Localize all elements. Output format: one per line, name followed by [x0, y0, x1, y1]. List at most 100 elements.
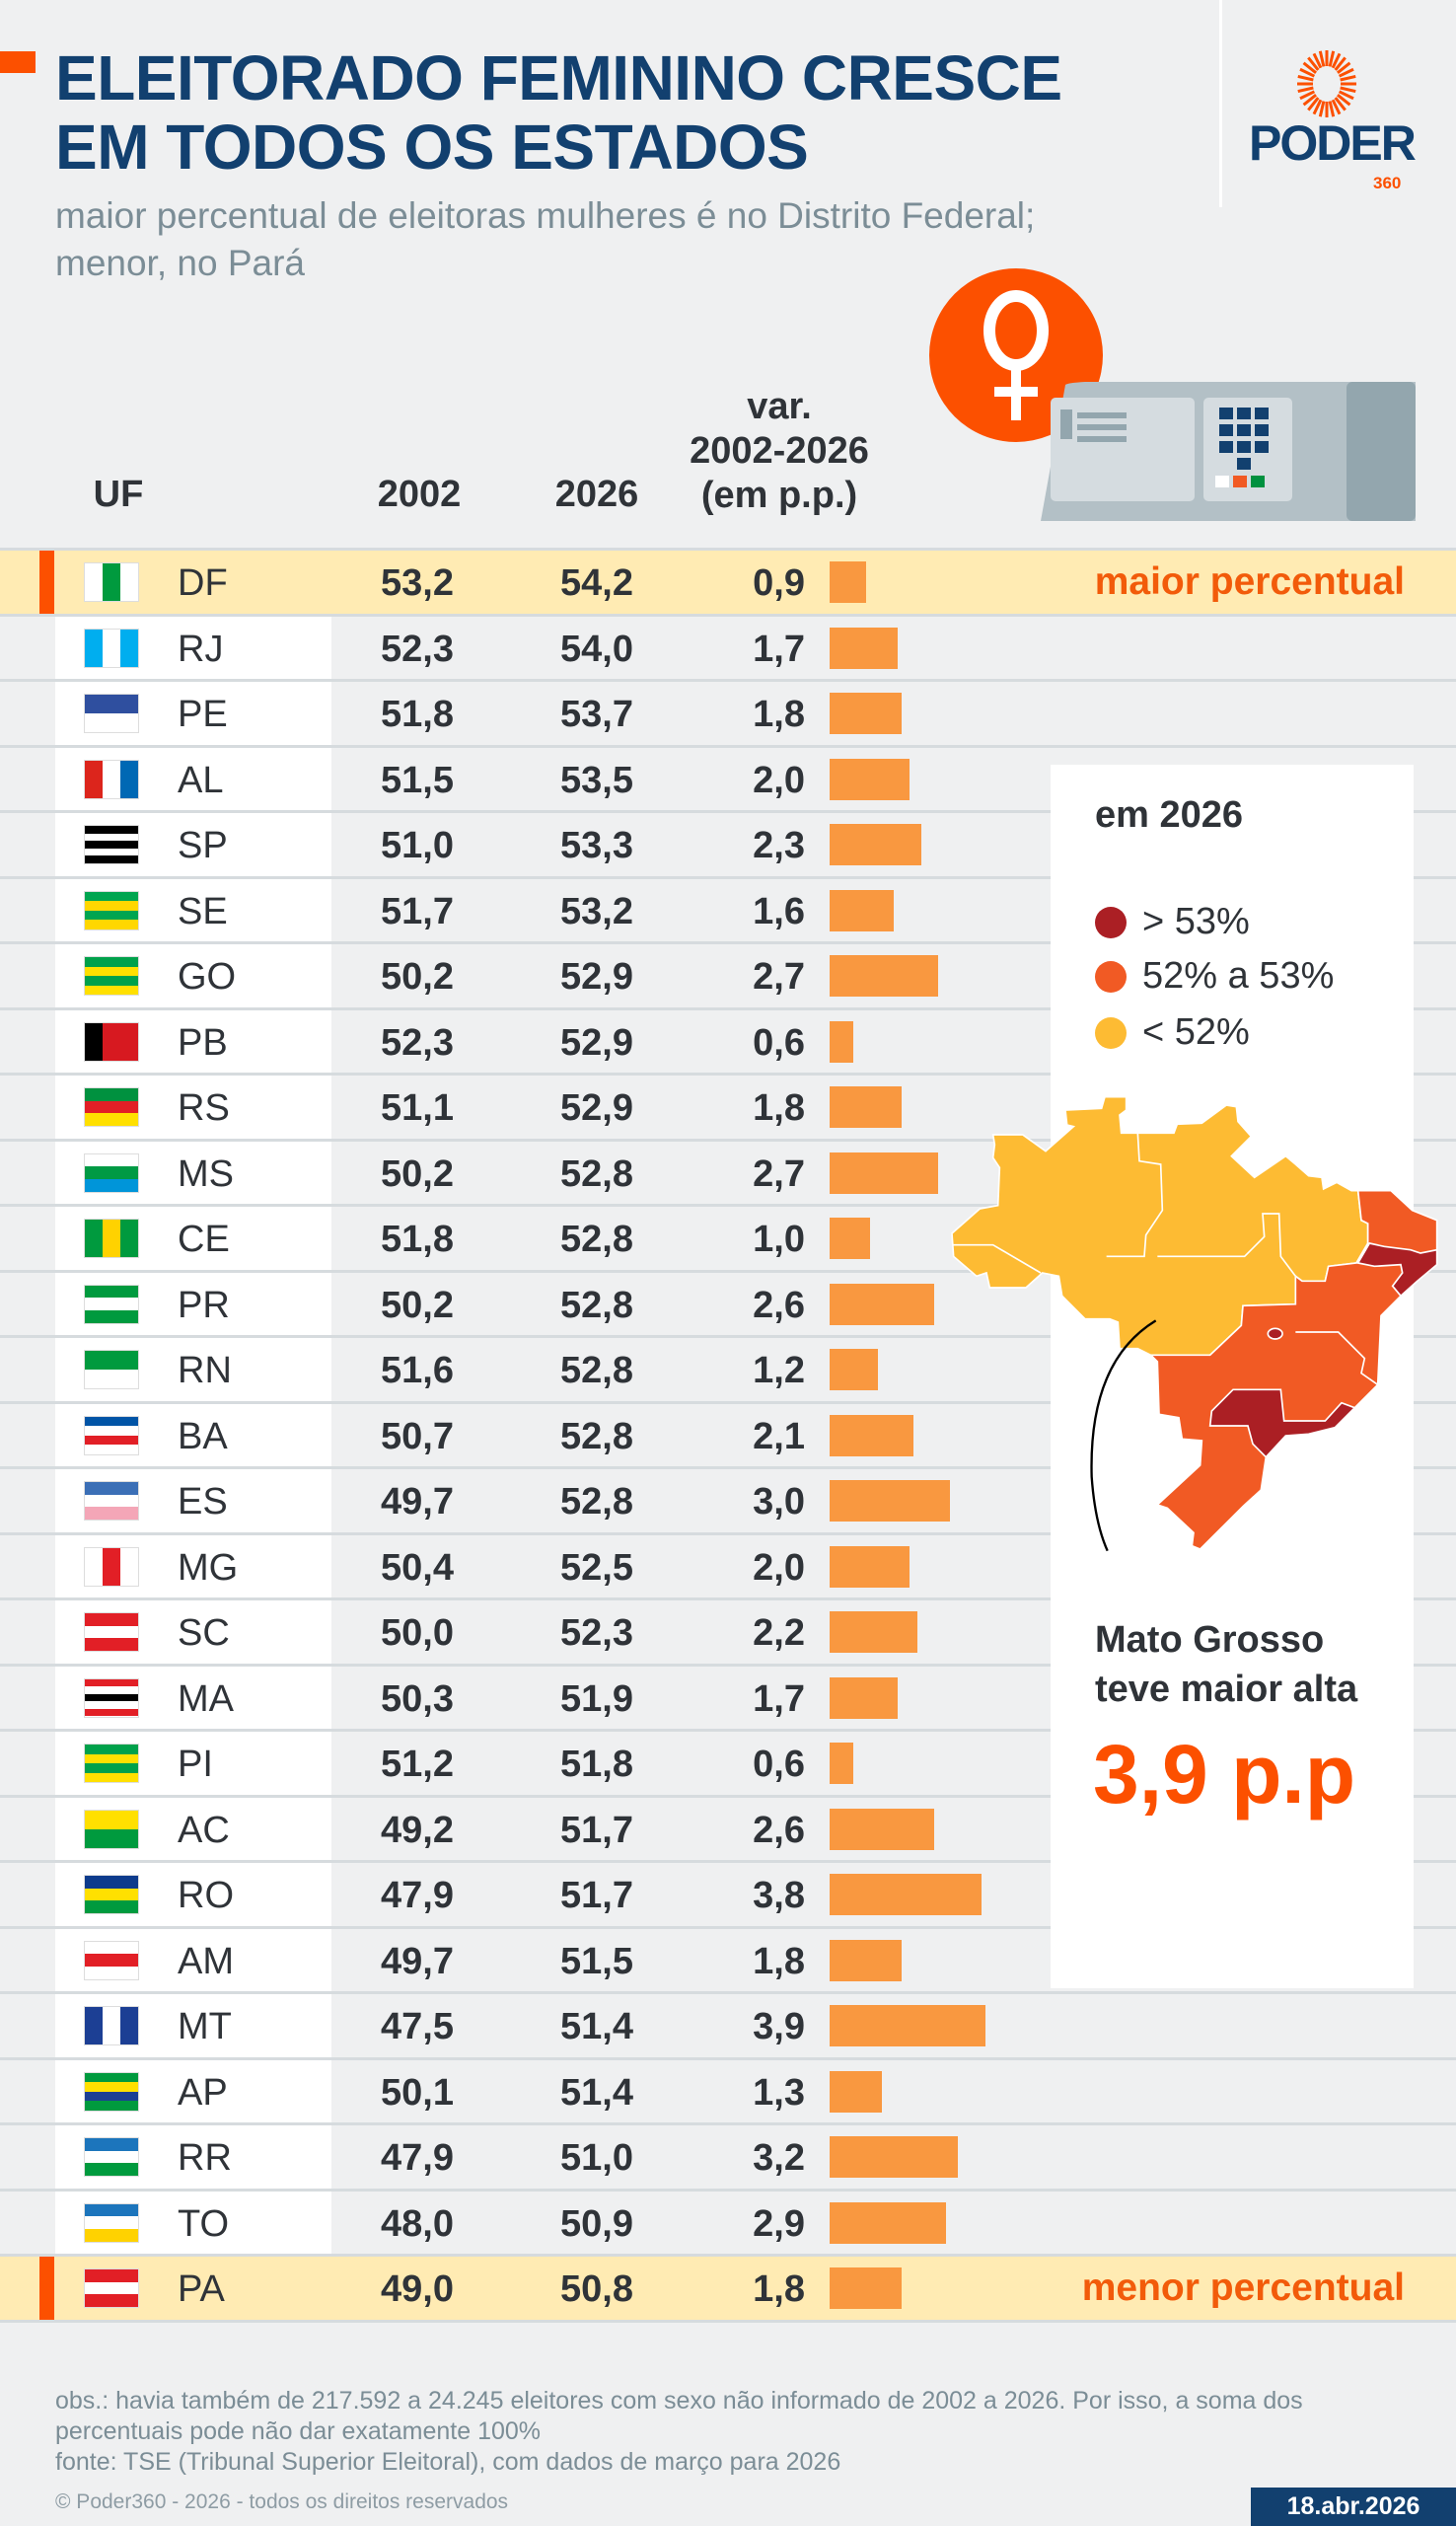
sun-ray — [1331, 99, 1342, 115]
table-row: SE 51,7 53,2 1,6 — [0, 878, 1456, 944]
value-var: 2,0 — [753, 1546, 805, 1589]
sun-ray — [1318, 50, 1326, 67]
value-2002: 52,3 — [381, 1021, 454, 1064]
value-2026: 52,8 — [560, 1284, 633, 1326]
state-flag-icon — [84, 1087, 139, 1127]
data-table: DF 53,2 54,2 0,9 maior percentual RJ 52,3 54,0 1… — [0, 548, 1456, 2323]
value-var: 3,2 — [753, 2137, 805, 2179]
state-code: MT — [178, 2006, 232, 2047]
map-region-above-53 — [1356, 1242, 1438, 1298]
table-row: MG 50,4 52,5 2,0 — [0, 1534, 1456, 1600]
value-var: 2,7 — [753, 956, 805, 998]
value-2026: 51,7 — [560, 1809, 633, 1851]
value-2026: 51,5 — [560, 1940, 633, 1982]
state-flag-icon — [84, 2006, 139, 2045]
sun-ray — [1328, 50, 1336, 67]
highlight-label: maior percentual — [1094, 560, 1405, 603]
sun-ray — [1318, 101, 1326, 117]
value-2026: 52,8 — [560, 1219, 633, 1260]
value-2026: 51,7 — [560, 1875, 633, 1916]
callout-value: 3,9 p.p — [1093, 1728, 1356, 1820]
state-code: BA — [178, 1415, 228, 1457]
var-bar — [830, 1676, 899, 1719]
value-var: 2,9 — [753, 2202, 805, 2245]
table-row: RR 47,9 51,0 3,2 — [0, 2125, 1456, 2192]
value-2026: 51,0 — [560, 2137, 633, 2179]
table-row: PA 49,0 50,8 1,8 menor percentual — [0, 2257, 1456, 2323]
state-code: PB — [178, 1021, 228, 1064]
table-row: AC 49,2 51,7 2,6 — [0, 1797, 1456, 1863]
table-row: MS 50,2 52,8 2,7 — [0, 1141, 1456, 1207]
highlight-mark — [39, 551, 54, 614]
sun-ray — [1337, 61, 1351, 74]
highlight-label: menor percentual — [1081, 2266, 1405, 2309]
value-2002: 49,0 — [381, 2268, 454, 2310]
value-2026: 52,9 — [560, 956, 633, 998]
value-2002: 50,2 — [381, 1152, 454, 1195]
value-2026: 51,4 — [560, 2071, 633, 2114]
state-code: PR — [178, 1284, 230, 1326]
var-bar — [830, 2005, 986, 2046]
sun-ray — [1297, 86, 1314, 94]
value-var: 1,8 — [753, 2268, 805, 2310]
table-row: TO 48,0 50,9 2,9 — [0, 2191, 1456, 2257]
var-bar — [830, 1743, 854, 1784]
value-2026: 51,8 — [560, 1744, 633, 1785]
state-code: PI — [178, 1744, 213, 1785]
value-2026: 52,8 — [560, 1152, 633, 1195]
state-flag-icon — [84, 1219, 139, 1258]
value-2026: 52,3 — [560, 1612, 633, 1654]
table-row: AL 51,5 53,5 2,0 — [0, 747, 1456, 813]
callout-pointer-line — [1090, 1319, 1157, 1552]
state-code: CE — [178, 1219, 230, 1260]
page-title: ELEITORADO FEMININO CRESCE EM TODOS OS ES… — [55, 43, 1062, 182]
legend-item: < 52% — [1095, 1011, 1250, 1054]
value-2002: 51,0 — [381, 825, 454, 866]
state-code: RJ — [178, 628, 224, 670]
var-bar — [830, 1349, 878, 1390]
state-code: RS — [178, 1087, 230, 1129]
value-2026: 54,2 — [560, 562, 633, 604]
value-var: 0,6 — [753, 1744, 805, 1785]
state-flag-icon — [84, 1481, 139, 1521]
var-bar — [830, 1414, 914, 1456]
table-row: RN 51,6 52,8 1,2 — [0, 1338, 1456, 1404]
var-bar — [830, 2136, 958, 2178]
value-2002: 50,1 — [381, 2071, 454, 2114]
state-flag-icon — [84, 1677, 139, 1718]
value-var: 1,7 — [753, 628, 805, 670]
state-code: SP — [178, 825, 228, 866]
var-header-line: 2002-2026 — [690, 430, 869, 472]
legend-item: 52% a 53% — [1095, 955, 1334, 998]
value-var: 2,7 — [753, 1152, 805, 1195]
value-2002: 51,8 — [381, 694, 454, 735]
table-row: SC 50,0 52,3 2,2 — [0, 1600, 1456, 1667]
sun-ray — [1307, 97, 1320, 111]
state-code: SC — [178, 1612, 230, 1654]
value-2026: 52,9 — [560, 1021, 633, 1064]
var-bar — [830, 693, 903, 734]
var-bar — [830, 1020, 854, 1063]
state-flag-icon — [84, 1612, 139, 1652]
value-var: 2,2 — [753, 1612, 805, 1654]
value-2026: 52,8 — [560, 1350, 633, 1391]
value-2002: 49,2 — [381, 1809, 454, 1851]
legend-title: em 2026 — [1095, 794, 1244, 836]
table-row: AM 49,7 51,5 1,8 — [0, 1928, 1456, 1994]
state-code: GO — [178, 956, 237, 998]
col-header-uf: UF — [93, 474, 144, 515]
value-2026: 51,9 — [560, 1677, 633, 1720]
state-code: PE — [178, 694, 228, 735]
sun-ray — [1299, 67, 1316, 78]
voting-machine-icon — [1041, 382, 1416, 521]
table-row: PB 52,3 52,9 0,6 — [0, 1009, 1456, 1076]
sun-ray — [1338, 67, 1354, 78]
state-flag-icon — [84, 1415, 139, 1455]
state-code: PA — [178, 2268, 225, 2310]
value-2002: 48,0 — [381, 2202, 454, 2245]
state-code: MG — [178, 1546, 239, 1589]
value-var: 2,3 — [753, 825, 805, 866]
state-code: DF — [178, 562, 228, 604]
state-code: AL — [178, 759, 224, 801]
state-flag-icon — [84, 1021, 139, 1062]
